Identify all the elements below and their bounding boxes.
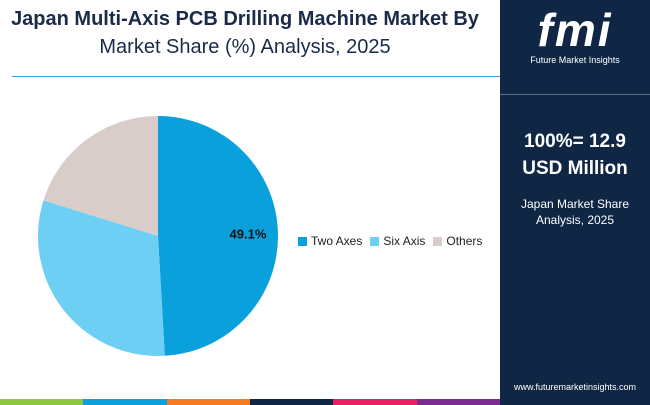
pie-chart: 49.1% — [38, 116, 279, 357]
title-divider — [12, 76, 500, 77]
sidebar-panel: fmi Future Market Insights 100%= 12.9 US… — [500, 0, 650, 405]
legend-item: Others — [433, 234, 482, 248]
data-label: 49.1% — [230, 226, 267, 241]
footer-color-bar — [0, 399, 500, 405]
sidebar-caption: Japan Market Share Analysis, 2025 — [500, 196, 650, 228]
logo-mark: fmi — [537, 4, 613, 56]
pie-slice-six-axis — [38, 200, 165, 357]
legend: Two Axes Six Axis Others — [298, 234, 482, 248]
pie-slice-two-axes — [158, 116, 279, 356]
legend-item: Two Axes — [298, 234, 362, 248]
legend-swatch — [433, 236, 443, 246]
caption-line2: Analysis, 2025 — [535, 213, 615, 227]
chart-title: Japan Multi-Axis PCB Drilling Machine Ma… — [0, 6, 490, 62]
market-total: 100%= 12.9 USD Million — [500, 128, 650, 182]
pie-slice-others — [43, 116, 158, 236]
legend-swatch — [298, 236, 307, 246]
chart-title-line1: Japan Multi-Axis PCB Drilling Machine Ma… — [11, 8, 479, 30]
caption-line1: Japan Market Share — [520, 197, 630, 211]
footer-color-segment — [249, 399, 334, 405]
legend-item: Six Axis — [370, 234, 425, 248]
legend-swatch — [370, 236, 380, 246]
footer-color-segment — [416, 399, 500, 405]
fmi-logo: fmi Future Market Insights — [518, 6, 632, 78]
website-url[interactable]: www.futuremarketinsights.com — [513, 382, 637, 392]
legend-label: Others — [446, 234, 483, 248]
sidebar-divider — [500, 94, 650, 95]
legend-label: Two Axes — [311, 234, 363, 248]
footer-color-segment — [333, 399, 417, 405]
footer-color-segment — [83, 399, 167, 405]
footer-color-segment — [166, 399, 250, 405]
chart-title-line2: Market Share (%) Analysis, 2025 — [99, 36, 391, 58]
market-total-unit: USD Million — [522, 158, 628, 179]
market-total-value: 100%= 12.9 — [524, 131, 626, 152]
legend-label: Six Axis — [383, 234, 426, 248]
logo-text: Future Market Insights — [530, 55, 620, 65]
footer-color-segment — [0, 399, 84, 405]
